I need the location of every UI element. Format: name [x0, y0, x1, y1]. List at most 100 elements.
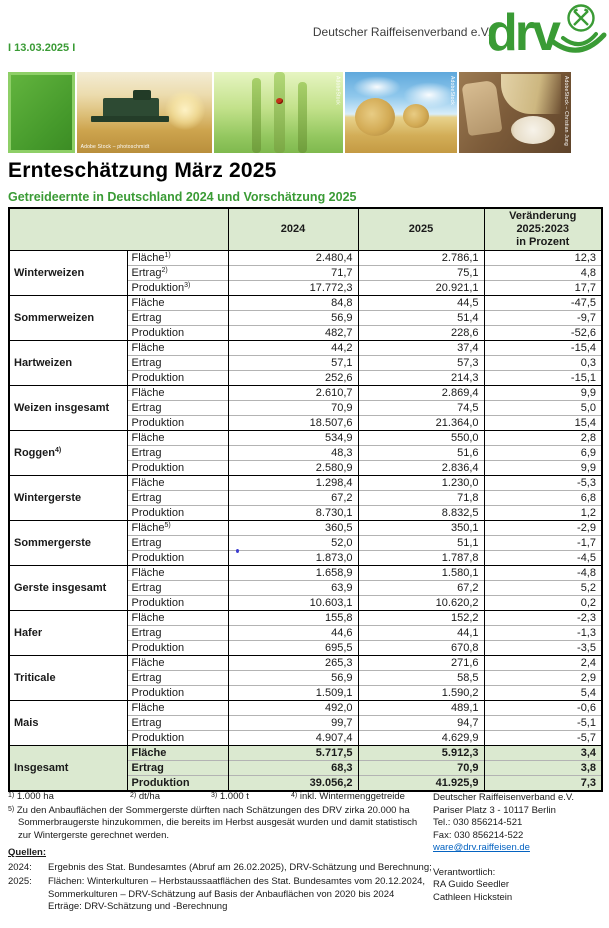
- table-row: Winterweizen Fläche1) 2.480,4 2.786,1 12,3: [9, 249, 602, 295]
- value-2025: 51,6: [357, 444, 484, 460]
- value-2025: 4.629,9: [357, 729, 484, 745]
- table-row: Ertrag 99,7 94,7 -5,1: [9, 714, 602, 730]
- drv-logo: drv: [489, 4, 607, 62]
- contact-fax: Fax: 030 856214-522: [433, 829, 524, 841]
- row-label: Fläche: [126, 699, 228, 715]
- row-label: Produktion: [126, 774, 228, 791]
- value-2024: 10.603,1: [227, 594, 358, 610]
- value-change: -5,1: [483, 714, 602, 730]
- cloud: [402, 82, 455, 108]
- row-label: Fläche1): [126, 249, 228, 265]
- value-2025: 2.869,4: [357, 384, 484, 400]
- value-change: -5,7: [483, 729, 602, 745]
- value-2024: 534,9: [227, 429, 358, 445]
- row-label: Ertrag: [126, 489, 228, 505]
- table-row: Ertrag 70,9 74,5 5,0: [9, 399, 602, 415]
- contact-email-link[interactable]: ware@drv.raiffeisen.de: [433, 842, 530, 853]
- value-2024: 492,0: [227, 699, 358, 715]
- value-change: -5,3: [483, 474, 602, 490]
- value-change: -2,3: [483, 609, 602, 625]
- value-change: 4,8: [483, 264, 602, 280]
- value-2025: 1.580,1: [357, 564, 484, 580]
- value-2025: 71,8: [357, 489, 484, 505]
- value-2024: 39.056,2: [227, 774, 358, 791]
- source-item: 2025: Flächen: Winterkulturen – Herbstaus…: [8, 876, 432, 914]
- value-2025: 41.925,9: [357, 774, 484, 791]
- harvest-table: 2024 2025 Veränderung 2025:2023 in Proze…: [8, 207, 603, 792]
- wheat-ear: [297, 82, 307, 153]
- row-label: Fläche: [126, 339, 228, 355]
- date: I 13.03.2025 I: [8, 42, 76, 54]
- sources-list: 2024: Ergebnis des Stat. Bundesamtes (Abr…: [8, 862, 432, 914]
- value-2025: 214,3: [357, 369, 484, 385]
- table-row: Produktion 10.603,1 10.620,2 0,2: [9, 594, 602, 610]
- value-change: 5,4: [483, 684, 602, 700]
- table-row: Gerste insgesamt Fläche 1.658,9 1.580,1 -4,8: [9, 564, 602, 610]
- crop-name: Wintergerste: [9, 474, 127, 520]
- value-2024: 5.717,5: [227, 744, 358, 760]
- table-row: Produktion 18.507,6 21.364,0 15,4: [9, 414, 602, 430]
- value-2024: 84,8: [227, 294, 358, 310]
- responsible-label: Verantwortlich:: [433, 866, 496, 878]
- value-2025: 67,2: [357, 579, 484, 595]
- value-2024: 1.298,4: [227, 474, 358, 490]
- table-row: Triticale Fläche 265,3 271,6 2,4: [9, 654, 602, 700]
- photo-credit: AdobeStock: [448, 76, 455, 105]
- wheat-ears: [500, 74, 561, 114]
- value-2024: 70,9: [227, 399, 358, 415]
- value-change: -15,1: [483, 369, 602, 385]
- value-change: 0,2: [483, 594, 602, 610]
- value-2025: 1.230,0: [357, 474, 484, 490]
- table-row: Produktion 2.580,9 2.836,4 9,9: [9, 459, 602, 475]
- value-2024: 99,7: [227, 714, 358, 730]
- table-row: Insgesamt Fläche 5.717,5 5.912,3 3,4: [9, 744, 602, 791]
- value-2024: 155,8: [227, 609, 358, 625]
- contact-address: Pariser Platz 3 - 10117 Berlin: [433, 804, 556, 816]
- table-row: Ertrag2) 71,7 75,1 4,8: [9, 264, 602, 280]
- value-change: -1,3: [483, 624, 602, 640]
- table-row: Wintergerste Fläche 1.298,4 1.230,0 -5,3: [9, 474, 602, 520]
- spacer: [433, 855, 605, 867]
- value-change: -47,5: [483, 294, 602, 310]
- value-change: -4,8: [483, 564, 602, 580]
- row-label: Ertrag: [126, 354, 228, 370]
- value-change: 0,3: [483, 354, 602, 370]
- value-change: 5,2: [483, 579, 602, 595]
- value-2025: 550,0: [357, 429, 484, 445]
- value-2025: 350,1: [357, 519, 484, 535]
- value-change: -0,6: [483, 699, 602, 715]
- row-label: Produktion: [126, 504, 228, 520]
- wheat-ear: [273, 72, 285, 153]
- header-change-line3: in Prozent: [516, 235, 570, 248]
- value-change: 3,8: [483, 759, 602, 775]
- header-2025: 2025: [357, 208, 484, 251]
- source-year: 2024:: [8, 861, 32, 873]
- contact-block: Deutscher Raiffeisenverband e.V. Pariser…: [433, 792, 605, 904]
- row-label: Fläche: [126, 654, 228, 670]
- value-2024: 8.730,1: [227, 504, 358, 520]
- row-label: Ertrag: [126, 579, 228, 595]
- table-row: Produktion 39.056,2 41.925,9 7,3: [9, 774, 602, 791]
- value-2024: 2.580,9: [227, 459, 358, 475]
- table-row: Ertrag 44,6 44,1 -1,3: [9, 624, 602, 640]
- value-2025: 21.364,0: [357, 414, 484, 430]
- row-label: Produktion: [126, 459, 228, 475]
- table-row: Ertrag 67,2 71,8 6,8: [9, 489, 602, 505]
- row-label: Ertrag: [126, 444, 228, 460]
- value-2025: 670,8: [357, 639, 484, 655]
- row-label: Produktion: [126, 639, 228, 655]
- value-2024: 71,7: [227, 264, 358, 280]
- source-item: 2024: Ergebnis des Stat. Bundesamtes (Abr…: [8, 862, 432, 875]
- value-2024: 67,2: [227, 489, 358, 505]
- value-2024: 18.507,6: [227, 414, 358, 430]
- row-label: Fläche5): [126, 519, 228, 535]
- value-2025: 44,5: [357, 294, 484, 310]
- value-2025: 1.590,2: [357, 684, 484, 700]
- harvester-header: [90, 116, 169, 122]
- value-2025: 2.786,1: [357, 249, 484, 265]
- value-change: 2,4: [483, 654, 602, 670]
- value-2024: 52,0: [227, 534, 358, 550]
- value-2025: 489,1: [357, 699, 484, 715]
- value-change: 2,8: [483, 429, 602, 445]
- row-label: Fläche: [126, 429, 228, 445]
